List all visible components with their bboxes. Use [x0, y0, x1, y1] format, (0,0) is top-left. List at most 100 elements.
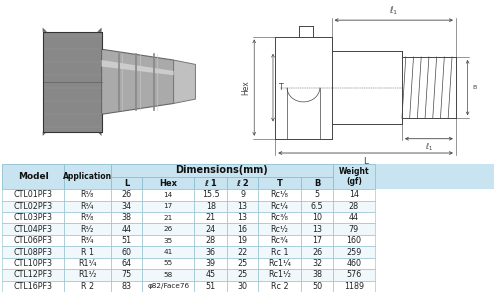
Text: R¹⁄₄: R¹⁄₄ [80, 202, 94, 211]
Bar [111, 281, 142, 292]
Text: Rc1¹⁄₂: Rc1¹⁄₂ [268, 270, 291, 279]
Bar [2, 281, 64, 292]
Text: 14: 14 [164, 192, 173, 198]
Text: $\ell_1$: $\ell_1$ [389, 5, 398, 17]
Text: 32: 32 [312, 259, 322, 268]
Bar [64, 164, 111, 189]
Polygon shape [102, 49, 174, 114]
Text: 5: 5 [314, 190, 319, 199]
Text: CTL10PF3: CTL10PF3 [14, 259, 53, 268]
Text: 26: 26 [164, 226, 173, 232]
Bar [2, 246, 64, 258]
Bar [111, 223, 142, 235]
Text: CTL12PF3: CTL12PF3 [13, 270, 53, 279]
Bar [258, 212, 301, 223]
Text: 13: 13 [312, 225, 322, 234]
Bar [194, 212, 227, 223]
Bar [194, 269, 227, 281]
Bar [142, 269, 194, 281]
Text: Rc¹⁄₈: Rc¹⁄₈ [270, 190, 288, 199]
Polygon shape [43, 132, 47, 136]
Bar [258, 269, 301, 281]
Bar [194, 189, 227, 201]
Bar [2, 164, 494, 189]
Bar [301, 235, 333, 246]
Text: R 1: R 1 [81, 248, 94, 257]
Bar [258, 258, 301, 269]
Bar [333, 223, 374, 235]
Text: B: B [314, 178, 320, 187]
Text: 25: 25 [238, 259, 248, 268]
Bar [194, 223, 227, 235]
Text: 19: 19 [238, 236, 248, 245]
Text: CTL08PF3: CTL08PF3 [14, 248, 53, 257]
Bar [64, 212, 111, 223]
Bar [258, 189, 301, 201]
Bar [258, 246, 301, 258]
Text: 160: 160 [346, 236, 361, 245]
Bar [301, 212, 333, 223]
Text: Rc³⁄₄: Rc³⁄₄ [270, 236, 288, 245]
Text: 30: 30 [238, 282, 248, 291]
Polygon shape [43, 27, 47, 32]
Bar [111, 164, 333, 177]
Bar [111, 201, 142, 212]
Bar [111, 235, 142, 246]
Bar [64, 269, 111, 281]
Text: 34: 34 [122, 202, 131, 211]
Text: 51: 51 [206, 282, 216, 291]
Bar [142, 189, 194, 201]
Text: 13: 13 [238, 213, 248, 222]
Bar [194, 246, 227, 258]
Text: 16: 16 [238, 225, 248, 234]
Text: φ82/Face76: φ82/Face76 [147, 283, 189, 289]
Bar [111, 246, 142, 258]
Bar [142, 201, 194, 212]
Bar [111, 258, 142, 269]
Text: Rc¹⁄₂: Rc¹⁄₂ [270, 225, 288, 234]
Text: R1¹⁄₂: R1¹⁄₂ [78, 270, 96, 279]
Bar [301, 246, 333, 258]
Text: 50: 50 [312, 282, 322, 291]
Bar [301, 281, 333, 292]
Text: 44: 44 [349, 213, 359, 222]
Bar [194, 177, 227, 189]
Text: 9: 9 [240, 190, 245, 199]
Polygon shape [97, 27, 102, 32]
Bar [142, 281, 194, 292]
Text: 26: 26 [312, 248, 322, 257]
Bar [64, 235, 111, 246]
Text: 36: 36 [206, 248, 216, 257]
Bar [227, 258, 258, 269]
Bar [2, 212, 64, 223]
Bar [2, 258, 64, 269]
Bar [227, 189, 258, 201]
Bar [64, 258, 111, 269]
Bar [142, 177, 194, 189]
Bar [301, 201, 333, 212]
Text: CTL02PF3: CTL02PF3 [13, 202, 53, 211]
Bar [111, 269, 142, 281]
Text: B: B [472, 85, 477, 90]
Bar [194, 201, 227, 212]
Bar [333, 281, 374, 292]
Text: R³⁄₄: R³⁄₄ [80, 236, 94, 245]
Bar [301, 177, 333, 189]
Text: ℓ 1: ℓ 1 [204, 178, 217, 187]
Text: 75: 75 [122, 270, 131, 279]
Bar [2, 235, 64, 246]
Bar [2, 223, 64, 235]
Text: Rc¹⁄₄: Rc¹⁄₄ [270, 202, 288, 211]
Text: 28: 28 [349, 202, 359, 211]
Text: 55: 55 [164, 260, 173, 266]
Text: 25: 25 [238, 270, 248, 279]
Text: T: T [279, 83, 284, 92]
Text: 83: 83 [122, 282, 131, 291]
Bar [227, 269, 258, 281]
Text: 17: 17 [312, 236, 322, 245]
Text: CTL04PF3: CTL04PF3 [14, 225, 53, 234]
Text: 15.5: 15.5 [202, 190, 220, 199]
Bar [142, 223, 194, 235]
Text: 79: 79 [349, 225, 359, 234]
Text: 24: 24 [206, 225, 216, 234]
